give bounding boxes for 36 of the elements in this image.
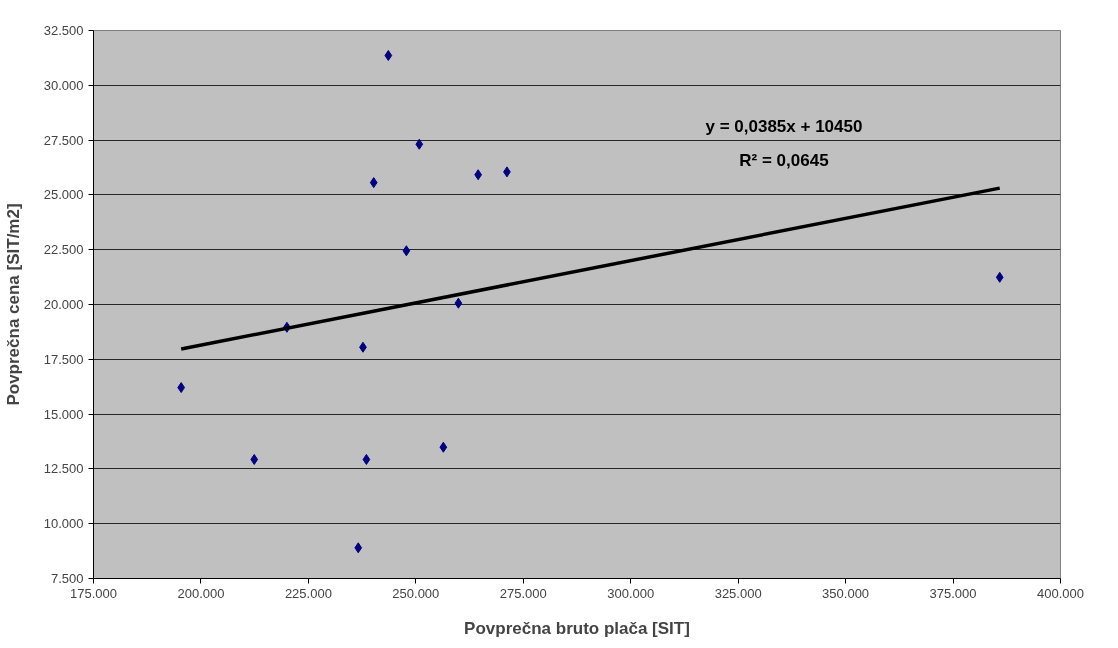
y-axis-title: Povprečna cena [SIT/m2]	[3, 203, 23, 406]
y-tick-label: 17.500	[43, 351, 84, 367]
x-tick-label: 400.000	[1037, 585, 1084, 601]
point	[402, 245, 411, 257]
x-tick-label: 325.000	[714, 585, 762, 601]
x-tick-label: 175.000	[70, 585, 117, 601]
x-axis-title: Povprečna bruto plača [SIT]	[464, 618, 690, 638]
x-tick-label: 225.000	[284, 585, 332, 601]
y-tick-label: 30.000	[43, 77, 84, 93]
annotation: y = 0,0385x + 10450	[705, 117, 863, 137]
y-tick-label: 7.500	[50, 571, 84, 586]
y-tick-label: 22.500	[43, 242, 84, 258]
point	[384, 49, 393, 61]
x-tick-label: 200.000	[177, 585, 225, 601]
y-tick-label: 15.000	[43, 406, 84, 422]
point	[369, 177, 378, 189]
point	[439, 441, 448, 453]
point	[995, 271, 1004, 283]
point	[415, 138, 424, 150]
y-tick-label: 32.500	[43, 23, 84, 38]
x-tick-label: 275.000	[499, 585, 547, 601]
point	[354, 542, 363, 554]
point	[250, 453, 259, 465]
point	[177, 382, 186, 394]
y-tick-label: 27.500	[43, 132, 84, 148]
annotation: R² = 0,0645	[739, 150, 829, 170]
y-tick-label: 25.000	[43, 187, 84, 203]
x-tick-label: 300.000	[607, 585, 655, 601]
y-tick-label: 20.000	[43, 297, 84, 312]
x-tick-label: 375.000	[929, 585, 977, 601]
x-tick-label: 250.000	[392, 585, 440, 601]
y-tick-label: 12.500	[43, 461, 84, 477]
x-tick-label: 350.000	[822, 585, 870, 601]
point	[454, 297, 463, 309]
point	[362, 453, 371, 465]
y-tick-label: 10.000	[43, 516, 84, 532]
